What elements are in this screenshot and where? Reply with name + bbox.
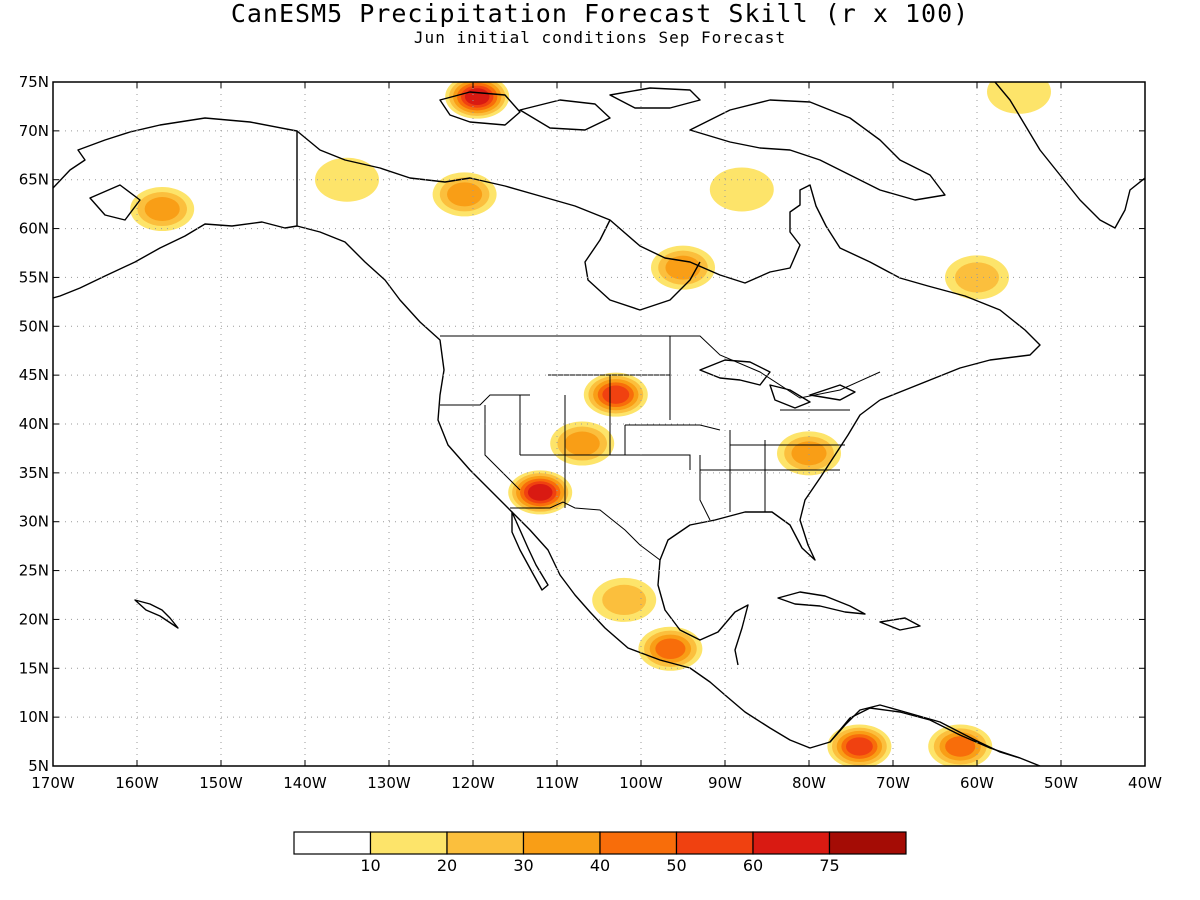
lat-tick-label: 55N (19, 268, 49, 286)
skill-contour (527, 484, 553, 501)
lat-tick-label: 20N (19, 610, 49, 628)
skill-contour (791, 441, 827, 466)
lat-tick-label: 35N (19, 464, 49, 482)
skill-contour (602, 584, 647, 615)
lat-tick-label: 10N (19, 708, 49, 726)
skill-region (130, 187, 195, 232)
skill-region (827, 724, 892, 766)
skill-region (592, 577, 657, 622)
coastline-hudson-bay (584, 219, 701, 311)
lon-tick-label: 150W (199, 774, 243, 792)
colorbar-label: 20 (437, 856, 457, 875)
axis-ticks: 75N 70N 65N 60N 55N 50N 45N 40N 35N 30N 25N 20N 15N 1… (19, 73, 1162, 792)
coastline-baja (511, 511, 549, 591)
skill-region (928, 724, 993, 766)
skill-region (508, 470, 573, 515)
lat-tick-label: 50N (19, 317, 49, 335)
political-borders (296, 131, 881, 561)
lat-tick-label: 5N (28, 757, 49, 775)
skill-region (777, 431, 841, 476)
lon-tick-label: 50W (1044, 774, 1078, 792)
skill-contour (987, 82, 1051, 114)
colorbar-swatch (752, 831, 831, 855)
colorbar-swatch (369, 831, 448, 855)
skill-region (987, 82, 1051, 114)
coastline-hispaniola (879, 617, 921, 631)
skill-contour (564, 431, 600, 456)
skill-contour (602, 385, 630, 404)
skill-contour (945, 736, 976, 757)
lat-tick-label: 15N (19, 659, 49, 677)
lat-tick-label: 65N (19, 171, 49, 189)
colorbar-swatch (675, 831, 754, 855)
skill-contour (665, 255, 701, 280)
lat-tick-label: 45N (19, 366, 49, 384)
colorbar-swatch (599, 831, 678, 855)
lat-tick-label: 30N (19, 513, 49, 531)
skill-contour (709, 167, 774, 212)
lon-tick-label: 170W (31, 774, 75, 792)
lat-tick-label: 40N (19, 415, 49, 433)
skill-contour (655, 638, 686, 660)
border-us-mexico (510, 501, 661, 561)
skill-contour (447, 182, 483, 207)
skill-region (583, 372, 648, 417)
coastlines (53, 82, 1145, 766)
coastline-atlantic-gulf (657, 399, 881, 666)
colorbar-swatch (293, 831, 372, 855)
gridlines (53, 82, 1145, 766)
border-us-canada (440, 335, 881, 399)
lon-tick-label: 70W (876, 774, 910, 792)
coastline-great-lakes (699, 359, 856, 409)
skill-shading (130, 82, 1051, 766)
colorbar-swatch (446, 831, 525, 855)
lon-tick-label: 100W (619, 774, 663, 792)
skill-region (445, 82, 510, 119)
lat-tick-label: 60N (19, 220, 49, 238)
lat-tick-label: 75N (19, 73, 49, 91)
coastline-hawaii (134, 599, 179, 629)
colorbar-swatch (828, 831, 907, 855)
coastline-baffin-island (689, 99, 946, 201)
lon-tick-label: 80W (792, 774, 826, 792)
skill-contour (144, 197, 180, 222)
coastline-cuba (777, 591, 866, 615)
coastline-canada-north (296, 130, 1041, 401)
coastline-south-america (829, 704, 1021, 759)
coastline-greenland (994, 82, 1145, 229)
lon-tick-label: 140W (283, 774, 327, 792)
skill-region (432, 172, 497, 217)
colorbar-label: 10 (360, 856, 380, 875)
colorbar-label: 75 (819, 856, 839, 875)
colorbar-label: 60 (743, 856, 763, 875)
map-subtitle: Jun initial conditions Sep Forecast (413, 28, 787, 47)
coastline-alaska (53, 117, 298, 299)
lon-tick-label: 40W (1128, 774, 1162, 792)
skill-region (638, 626, 703, 671)
colorbar: 10 20 30 40 50 60 75 (293, 831, 907, 875)
colorbar-label: 50 (666, 856, 686, 875)
skill-region (550, 421, 615, 466)
coastline-pacific (296, 225, 1041, 766)
lon-tick-label: 160W (115, 774, 159, 792)
lon-tick-label: 90W (708, 774, 742, 792)
colorbar-label: 30 (513, 856, 533, 875)
lat-tick-label: 25N (19, 562, 49, 580)
skill-contour (845, 737, 873, 756)
skill-region (651, 245, 715, 290)
lon-tick-label: 60W (960, 774, 994, 792)
coastline-victoria-island (439, 87, 701, 131)
map-title: CanESM5 Precipitation Forecast Skill (r … (230, 0, 970, 28)
lat-tick-label: 70N (19, 122, 49, 140)
colorbar-label: 40 (590, 856, 610, 875)
skill-contour (464, 88, 490, 106)
lon-tick-label: 130W (367, 774, 411, 792)
lon-tick-label: 110W (535, 774, 579, 792)
lon-tick-label: 120W (451, 774, 495, 792)
colorbar-swatch (522, 831, 601, 855)
skill-region (709, 167, 774, 212)
state-lines (440, 336, 850, 521)
